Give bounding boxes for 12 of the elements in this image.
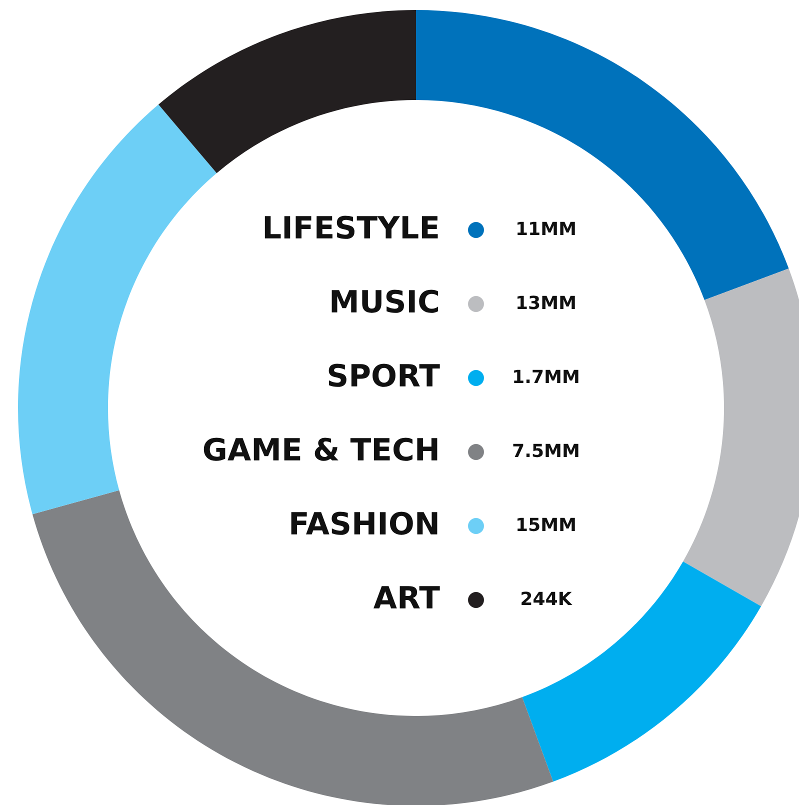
legend-label: MUSIC (332, 290, 438, 313)
text: 1.7MM (514, 370, 578, 383)
legend-label: FASHION (291, 512, 438, 535)
legend-label: LIFESTYLE (264, 216, 438, 239)
text: 15MM (518, 518, 575, 532)
text: 244K (522, 592, 572, 605)
text: 11MM (518, 222, 575, 235)
legend-label: SPORT (328, 364, 440, 387)
text: 7.5MM (513, 444, 578, 458)
legend-label: ART (374, 586, 440, 608)
text: 13MM (518, 296, 575, 310)
legend-label: GAME & TECH (204, 438, 438, 461)
